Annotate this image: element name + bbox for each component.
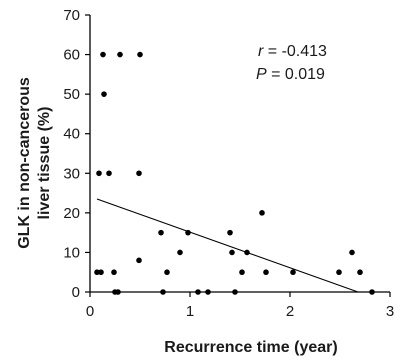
x-tick-label: 2 bbox=[286, 303, 294, 320]
data-point bbox=[115, 289, 121, 295]
data-point bbox=[136, 170, 142, 177]
x-tick-label: 0 bbox=[86, 303, 94, 320]
data-point bbox=[164, 269, 170, 276]
data-point bbox=[239, 269, 245, 276]
y-tick-label: 30 bbox=[63, 165, 80, 182]
data-point bbox=[229, 249, 235, 256]
data-point bbox=[244, 249, 250, 256]
x-axis-label: Recurrence time (year) bbox=[164, 339, 337, 356]
y-tick-label: 70 bbox=[63, 7, 80, 24]
data-point bbox=[94, 269, 100, 276]
data-point bbox=[349, 249, 355, 256]
regression-line bbox=[96, 198, 359, 293]
data-point bbox=[259, 210, 265, 216]
data-point bbox=[195, 289, 201, 295]
x-axis-ticks: 0 1 2 3 bbox=[86, 292, 394, 320]
data-point bbox=[185, 229, 191, 236]
x-tick-label: 3 bbox=[386, 303, 394, 320]
data-point bbox=[106, 170, 112, 177]
data-point bbox=[160, 289, 166, 295]
data-point bbox=[100, 51, 106, 58]
data-point bbox=[137, 51, 143, 58]
data-point bbox=[98, 269, 104, 276]
y-tick-label: 60 bbox=[63, 47, 80, 64]
y-tick-label: 50 bbox=[63, 86, 80, 103]
r-annotation: r = -0.413 bbox=[258, 43, 327, 60]
data-point bbox=[158, 229, 164, 236]
y-tick-label: 0 bbox=[72, 284, 80, 301]
data-point bbox=[136, 257, 142, 264]
p-annotation: P = 0.019 bbox=[256, 66, 325, 83]
y-tick-label: 20 bbox=[63, 205, 80, 222]
y-axis-ticks: 0 10 20 30 40 50 60 70 bbox=[63, 7, 90, 301]
data-points bbox=[94, 51, 375, 295]
data-point bbox=[263, 269, 269, 276]
y-tick-label: 40 bbox=[63, 126, 80, 143]
data-point bbox=[177, 249, 183, 256]
y-tick-label: 10 bbox=[63, 244, 80, 261]
data-point bbox=[369, 289, 375, 295]
x-tick-label: 1 bbox=[186, 303, 194, 320]
y-axis-label-line-1: GLK in non-cancerous bbox=[16, 77, 33, 249]
data-point bbox=[336, 269, 342, 276]
data-point bbox=[101, 91, 107, 97]
data-point bbox=[232, 289, 238, 295]
y-axis-label-line-2: liver tissue (%) bbox=[36, 107, 53, 220]
data-point bbox=[205, 289, 211, 295]
data-point bbox=[111, 269, 117, 276]
data-point bbox=[290, 269, 296, 276]
data-point bbox=[96, 170, 102, 177]
data-point bbox=[227, 229, 233, 236]
data-point bbox=[357, 269, 363, 276]
data-point bbox=[117, 51, 123, 58]
